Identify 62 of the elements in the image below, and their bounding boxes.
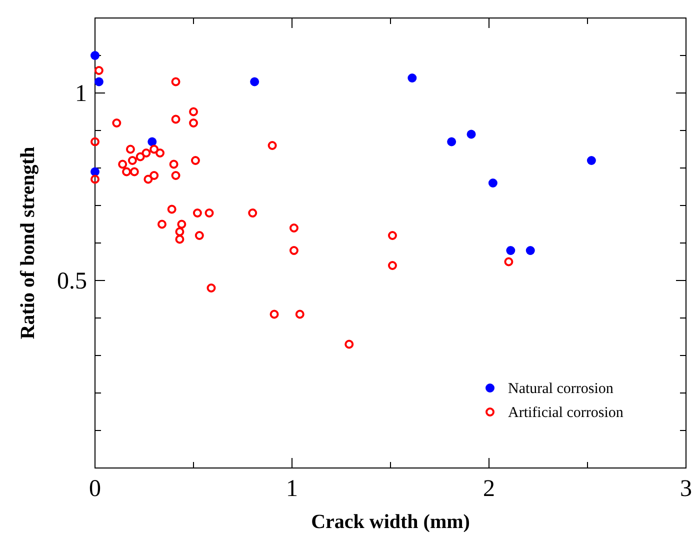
x-tick-label: 1 [286,476,298,502]
point [289,224,298,232]
point [250,77,260,86]
legend-label: Artificial corrosion [508,405,624,421]
point [204,208,214,218]
point [144,174,153,184]
point [90,174,100,184]
point [157,220,166,229]
point [248,208,258,218]
x-tick-label: 3 [680,476,692,502]
x-axis-title: Crack width (mm) [311,511,470,533]
point [194,231,204,240]
point [206,284,216,292]
point [504,257,514,266]
point [167,204,176,214]
point [466,130,476,139]
x-tick-label: 0 [89,476,101,502]
point [142,148,151,158]
point [289,246,298,255]
point [169,160,178,169]
point [270,310,279,319]
point [175,234,184,244]
point [344,340,354,349]
point [526,246,535,255]
point [171,171,180,180]
legend-label: Natural corrosion [508,381,614,397]
point [506,246,516,255]
point [94,66,104,75]
point [295,310,304,319]
point [90,167,100,176]
point [447,137,456,146]
y-tick-label: 0.5 [57,268,87,294]
point [177,220,186,229]
point [90,51,100,60]
point [488,178,498,188]
point [94,77,104,86]
point [586,156,596,165]
point [190,156,200,165]
point [268,141,277,150]
point [408,74,417,82]
point [189,107,198,116]
y-axis-title: Ratio of bond strength [17,146,39,340]
point [122,167,132,176]
point [156,148,165,158]
x-tick-label: 2 [483,476,495,502]
point [388,261,397,270]
point [388,231,397,240]
point [150,171,159,180]
point [90,137,100,146]
point [128,156,137,165]
point [175,227,184,236]
point [171,114,180,124]
point [150,144,159,154]
point [126,144,135,154]
point [112,118,122,128]
point [171,77,180,86]
point [130,167,139,176]
point [136,152,145,162]
point [118,160,128,169]
point [192,208,202,218]
point [148,137,157,146]
point [189,118,198,128]
